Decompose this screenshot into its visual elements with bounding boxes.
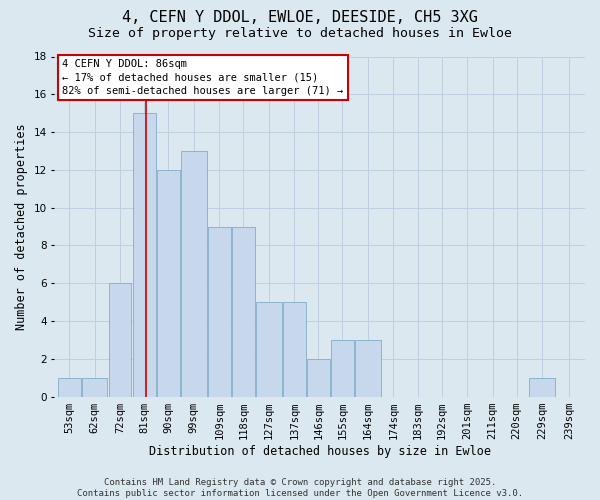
Text: 4 CEFN Y DDOL: 86sqm
← 17% of detached houses are smaller (15)
82% of semi-detac: 4 CEFN Y DDOL: 86sqm ← 17% of detached h… — [62, 60, 344, 96]
Bar — [355, 340, 380, 396]
Bar — [232, 226, 255, 396]
Bar — [256, 302, 281, 396]
X-axis label: Distribution of detached houses by size in Ewloe: Distribution of detached houses by size … — [149, 444, 491, 458]
Bar — [109, 283, 131, 397]
Bar — [331, 340, 354, 396]
Bar — [181, 151, 206, 396]
Bar — [58, 378, 80, 396]
Text: Contains HM Land Registry data © Crown copyright and database right 2025.
Contai: Contains HM Land Registry data © Crown c… — [77, 478, 523, 498]
Text: Size of property relative to detached houses in Ewloe: Size of property relative to detached ho… — [88, 28, 512, 40]
Bar — [307, 359, 330, 397]
Bar — [133, 113, 155, 397]
Bar — [208, 226, 230, 396]
Bar — [82, 378, 107, 396]
Text: 4, CEFN Y DDOL, EWLOE, DEESIDE, CH5 3XG: 4, CEFN Y DDOL, EWLOE, DEESIDE, CH5 3XG — [122, 10, 478, 25]
Bar — [283, 302, 305, 396]
Bar — [529, 378, 555, 396]
Y-axis label: Number of detached properties: Number of detached properties — [15, 123, 28, 330]
Bar — [157, 170, 180, 396]
